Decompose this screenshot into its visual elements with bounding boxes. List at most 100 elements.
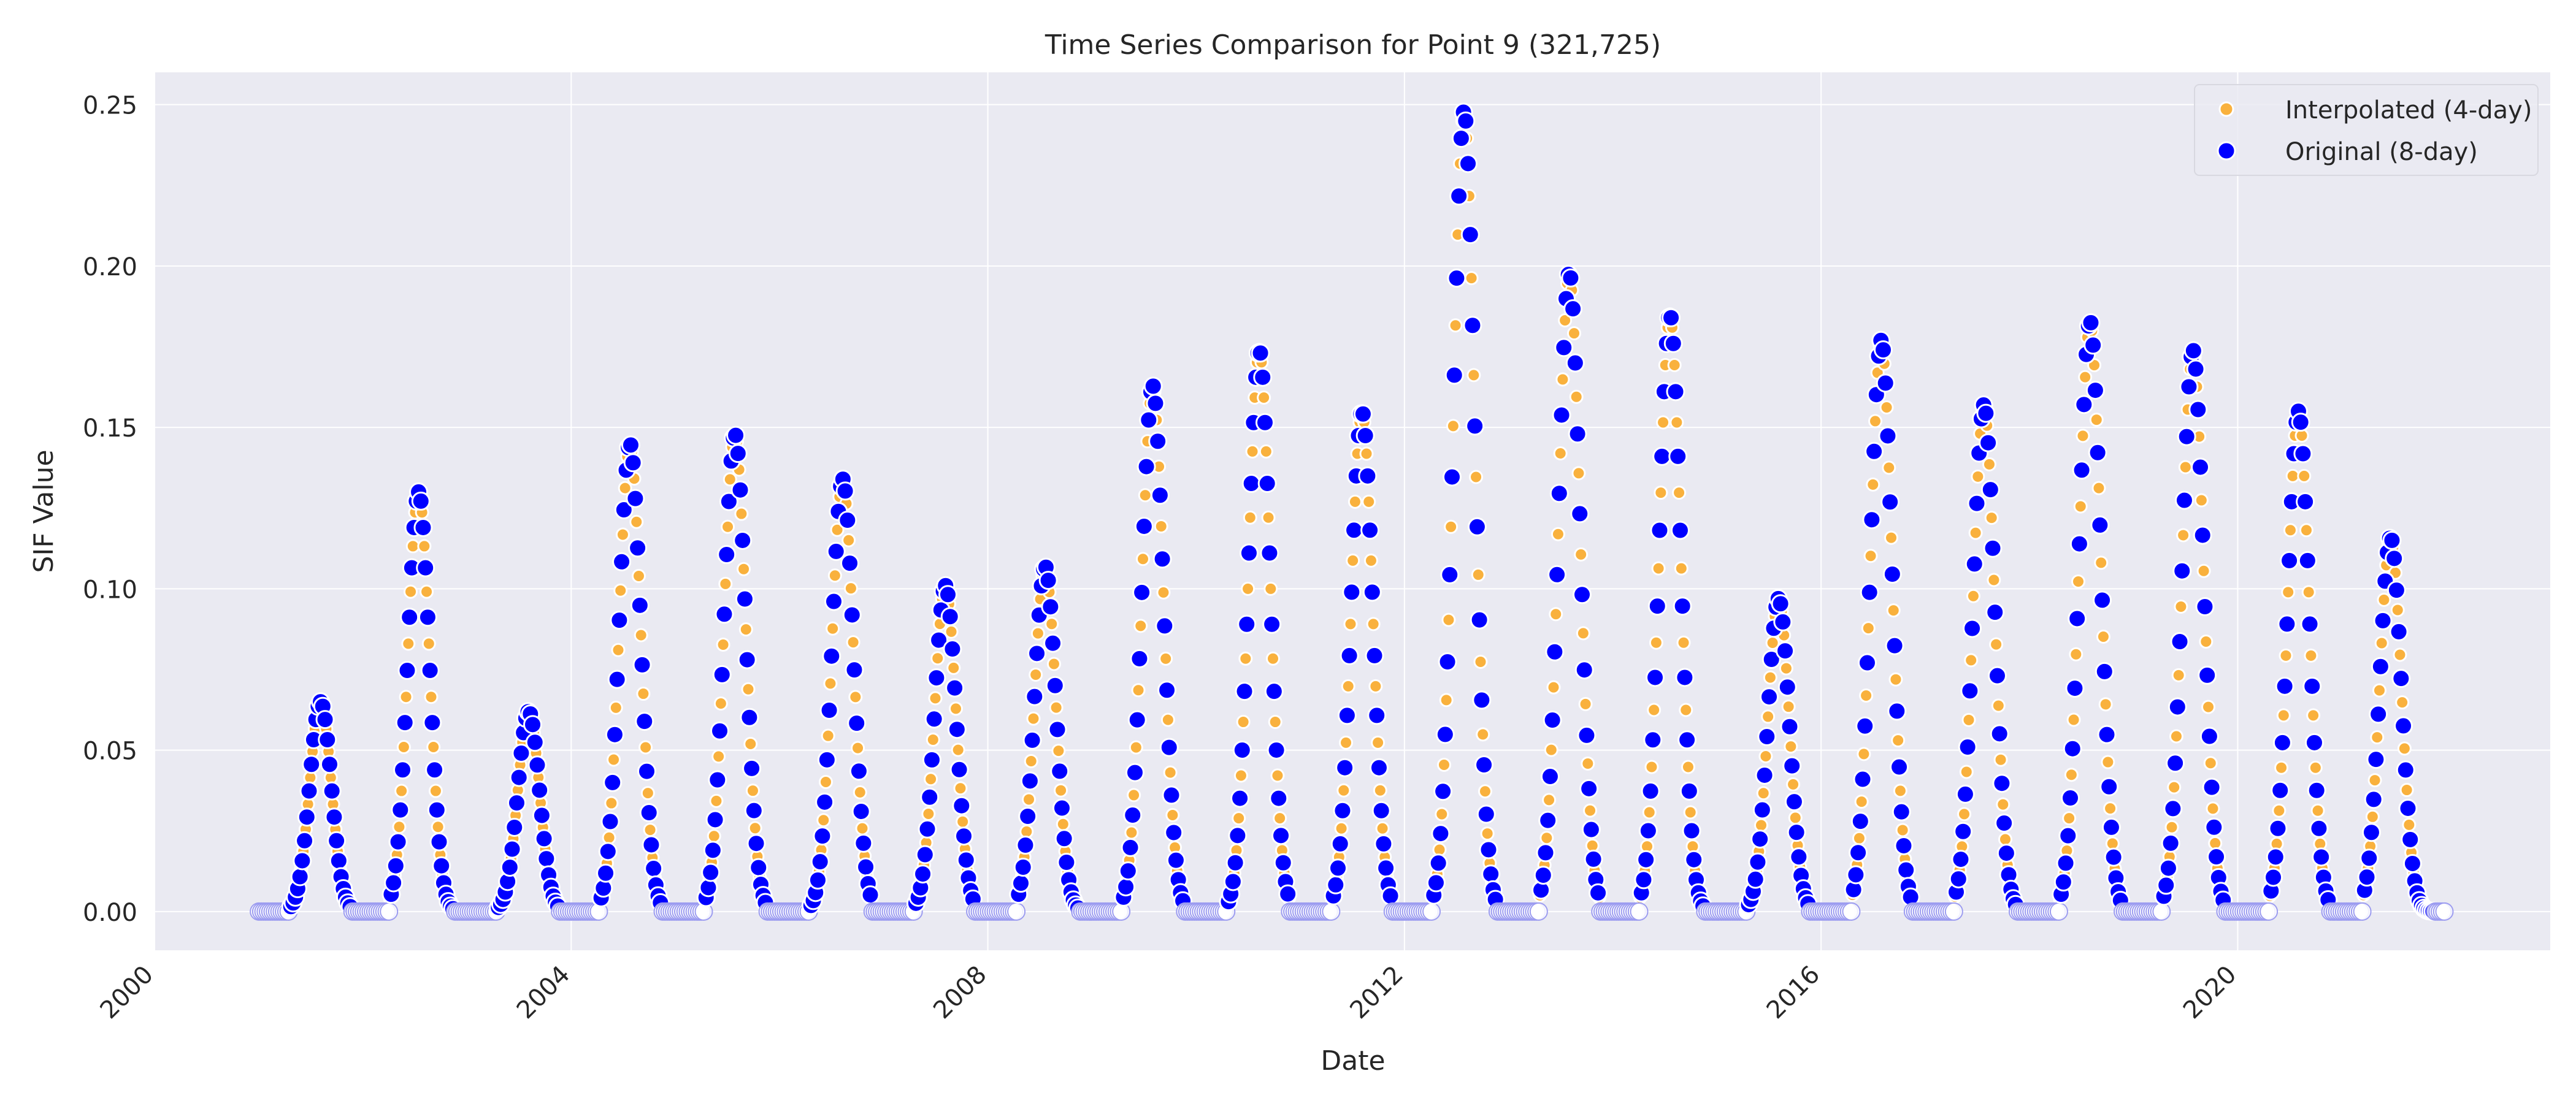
- original-point: [1159, 738, 1179, 757]
- y-tick-label: 0.00: [83, 899, 137, 927]
- original-point: [1641, 781, 1660, 801]
- interpolated-point: [2393, 647, 2407, 662]
- interpolated-point: [718, 576, 733, 591]
- original-point: [2085, 381, 2105, 400]
- original-point: [947, 720, 967, 739]
- interpolated-point: [1045, 617, 1059, 631]
- original-point: [1980, 480, 2000, 500]
- interpolated-point: [2076, 429, 2090, 443]
- interpolated-point: [1476, 727, 1490, 742]
- interpolated-point: [1754, 818, 1768, 833]
- original-point: [1953, 822, 1973, 841]
- original-point: [1960, 681, 1980, 701]
- original-point: [1782, 756, 1802, 776]
- original-point: [527, 755, 547, 775]
- interpolated-point: [2171, 668, 2186, 682]
- interpolated-point: [2206, 801, 2220, 816]
- legend-label: Interpolated (4-day): [2285, 96, 2532, 124]
- original-point: [1143, 376, 1163, 396]
- original-point: [1878, 426, 1898, 446]
- interpolated-point: [1861, 621, 1876, 636]
- interpolated-point: [1676, 635, 1691, 650]
- original-point: [2174, 490, 2194, 510]
- original-point: [1573, 585, 1592, 604]
- original-point: [2093, 590, 2112, 610]
- original-point: [1374, 834, 1393, 853]
- original-point: [1958, 737, 1977, 757]
- original-point: [1643, 730, 1663, 750]
- original-point: [949, 760, 969, 779]
- interpolated-point: [424, 690, 439, 704]
- original-point: [2069, 534, 2089, 554]
- interpolated-point: [1654, 486, 1668, 500]
- interpolated-point: [1779, 661, 1793, 676]
- original-point: [1150, 486, 1170, 505]
- interpolated-point: [2194, 493, 2209, 508]
- original-point: [2097, 725, 2117, 744]
- original-point: [1963, 619, 1982, 638]
- x-tick-label: 2000: [95, 961, 159, 1025]
- original-point: [2353, 902, 2372, 921]
- original-point: [1365, 646, 1384, 665]
- interpolated-point: [638, 740, 653, 755]
- legend-box: [2194, 84, 2539, 176]
- interpolated-point: [1642, 805, 1657, 820]
- interpolated-point: [2395, 695, 2410, 710]
- original-point: [1976, 403, 1996, 423]
- original-point: [712, 665, 732, 684]
- original-point: [2271, 780, 2290, 800]
- interpolated-point: [1448, 318, 1463, 333]
- original-point: [1353, 404, 1373, 424]
- original-point: [395, 713, 415, 733]
- original-point: [1545, 642, 1565, 662]
- interpolated-point: [1576, 626, 1590, 641]
- original-point: [1052, 798, 1071, 818]
- original-point: [1440, 565, 1460, 584]
- interpolated-point: [613, 583, 628, 598]
- original-point: [2382, 530, 2402, 550]
- original-point: [2193, 525, 2212, 545]
- original-point: [598, 842, 618, 861]
- y-axis-label: SIF Value: [28, 449, 59, 573]
- interpolated-point: [1241, 581, 1255, 596]
- original-point: [1862, 510, 1882, 530]
- original-point: [429, 832, 449, 852]
- interpolated-point: [392, 820, 407, 834]
- original-point: [2104, 847, 2123, 867]
- original-point: [1444, 365, 1464, 385]
- original-point: [856, 857, 876, 877]
- interpolated-point: [1236, 715, 1251, 730]
- interpolated-point: [2279, 648, 2293, 663]
- interpolated-point: [1373, 783, 1387, 798]
- original-point: [1237, 614, 1257, 634]
- interpolated-point: [1987, 573, 2001, 587]
- original-point: [808, 871, 827, 890]
- interpolated-point: [1270, 768, 1285, 783]
- original-point: [1650, 521, 1669, 540]
- interpolated-point: [846, 635, 861, 650]
- interpolated-point: [631, 569, 646, 584]
- original-point: [1449, 186, 1469, 206]
- interpolated-point: [1245, 444, 1260, 459]
- interpolated-point: [1884, 530, 1899, 545]
- original-point: [427, 800, 447, 820]
- original-point: [849, 761, 868, 781]
- original-point: [610, 611, 629, 630]
- original-point: [1951, 850, 1971, 869]
- interpolated-point: [1758, 749, 1773, 764]
- original-point: [322, 781, 342, 801]
- interpolated-point: [2372, 683, 2386, 698]
- original-point: [2391, 669, 2411, 688]
- original-point: [1267, 740, 1286, 760]
- original-point: [1668, 446, 1688, 466]
- original-point: [746, 834, 766, 853]
- chart-title: Time Series Comparison for Point 9 (321,…: [1045, 29, 1661, 61]
- interpolated-point: [1959, 765, 1974, 779]
- interpolated-point: [426, 739, 441, 754]
- interpolated-point: [956, 814, 970, 829]
- original-point: [1016, 835, 1035, 855]
- original-point: [621, 435, 640, 455]
- interpolated-point: [1681, 760, 1695, 774]
- original-point: [740, 707, 759, 727]
- interpolated-point: [734, 506, 749, 521]
